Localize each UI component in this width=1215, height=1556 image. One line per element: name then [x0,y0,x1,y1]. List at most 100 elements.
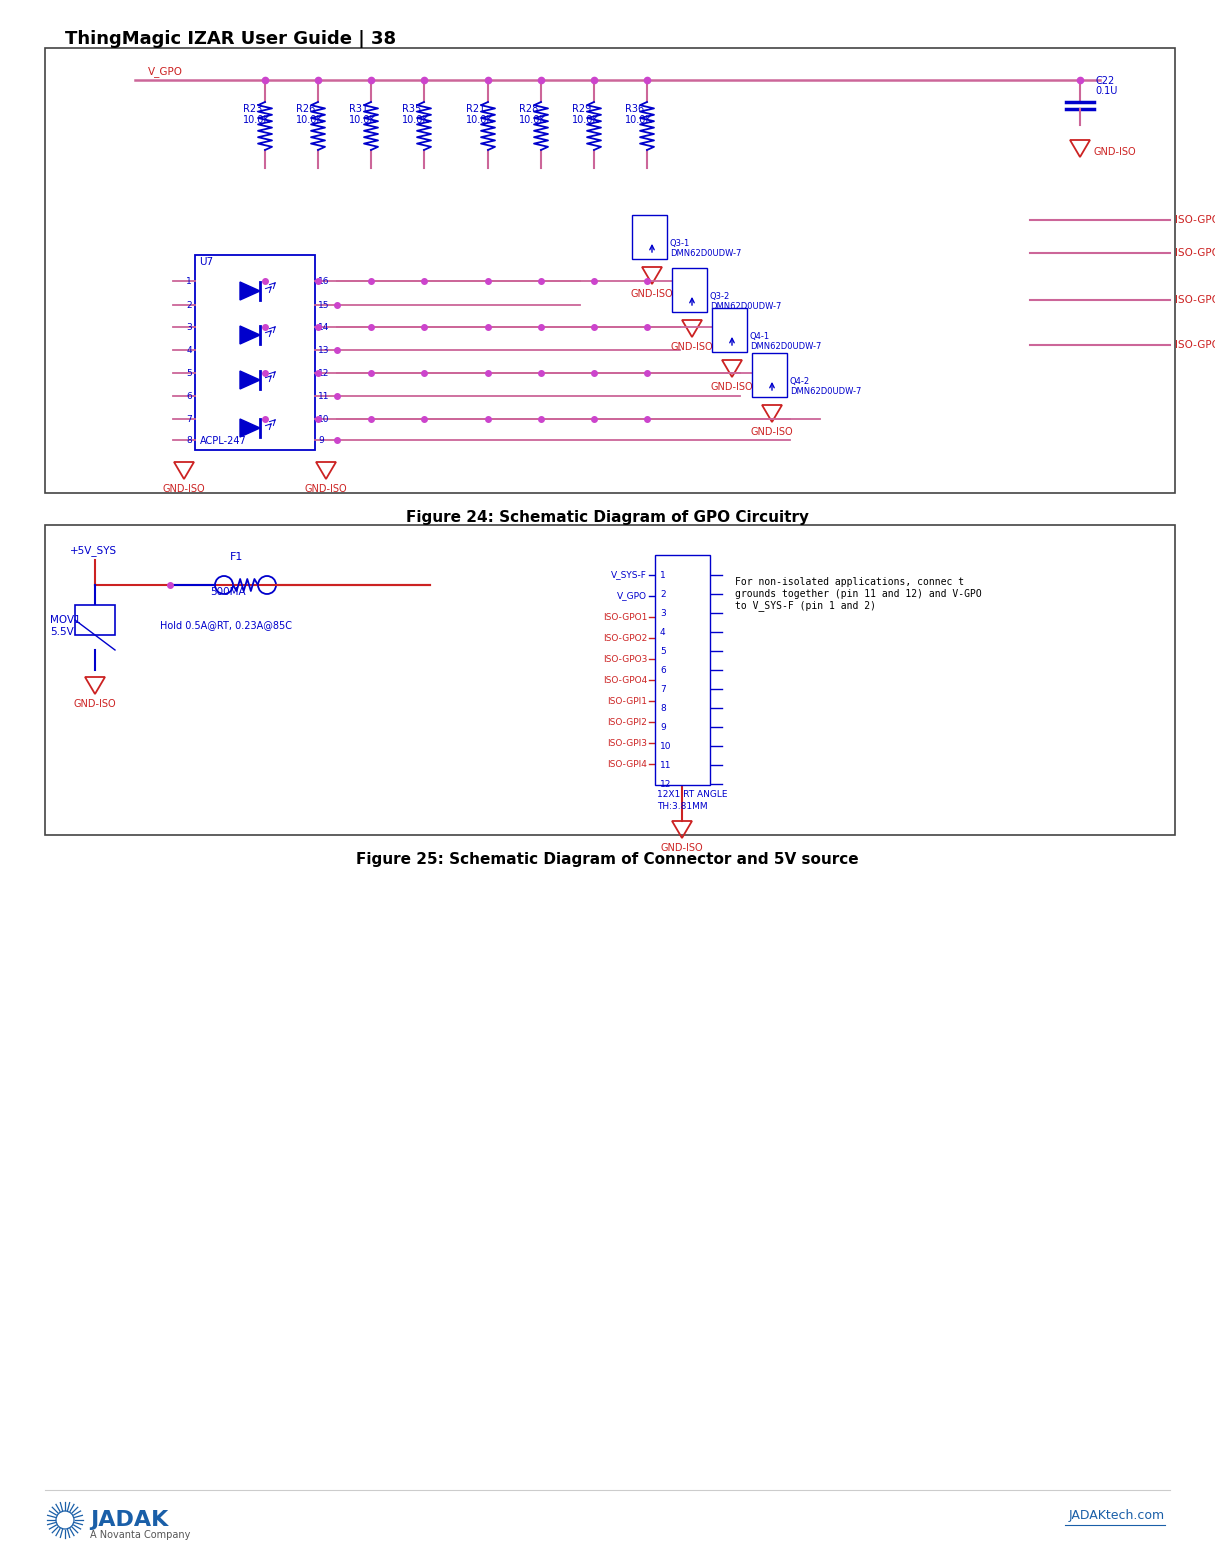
Text: 3: 3 [186,322,192,331]
Text: V_SYS-F: V_SYS-F [611,571,648,579]
Text: +5V_SYS: +5V_SYS [70,545,117,555]
Text: 10: 10 [318,414,329,423]
Text: ISO-GPO2: ISO-GPO2 [603,633,648,643]
Text: 12: 12 [318,369,329,378]
Text: Hold 0.5A@RT, 0.23A@85C: Hold 0.5A@RT, 0.23A@85C [160,619,292,630]
Text: GND-ISO: GND-ISO [751,426,793,437]
Text: R36: R36 [625,104,644,114]
Text: TH:3.81MM: TH:3.81MM [657,801,707,811]
Text: GND-ISO: GND-ISO [74,699,117,710]
Text: 8: 8 [660,703,666,713]
Text: MOV1: MOV1 [50,615,80,626]
Text: Q4-1
DMN62D0UDW-7: Q4-1 DMN62D0UDW-7 [750,331,821,352]
Text: R35: R35 [402,104,422,114]
Text: 12X1 RT ANGLE: 12X1 RT ANGLE [657,790,728,798]
Text: R31: R31 [349,104,368,114]
Polygon shape [241,327,260,344]
Text: Figure 24: Schematic Diagram of GPO Circuitry: Figure 24: Schematic Diagram of GPO Circ… [406,510,809,524]
Polygon shape [241,370,260,389]
Text: ISO-GPI3: ISO-GPI3 [608,739,648,747]
Text: ISO-GPO4: ISO-GPO4 [1175,215,1215,226]
Text: ISO-GPI2: ISO-GPI2 [608,717,648,727]
Text: 14: 14 [318,322,329,331]
Text: GND-ISO: GND-ISO [671,342,713,352]
Text: R23: R23 [243,104,262,114]
Text: 11: 11 [318,392,329,400]
Text: Q3-2
DMN62D0UDW-7: Q3-2 DMN62D0UDW-7 [710,293,781,311]
Text: 3: 3 [660,608,666,618]
Bar [45,524,1175,836]
Bar [672,268,707,313]
Text: ACPL-247: ACPL-247 [200,436,247,447]
Text: 0.1U: 0.1U [1095,86,1118,96]
Text: J7: J7 [677,555,688,565]
Text: ISO-GPI4: ISO-GPI4 [608,759,648,769]
Text: 13: 13 [318,345,329,355]
Text: ISO-GPI1: ISO-GPI1 [608,697,648,705]
Text: Q4-2
DMN62D0UDW-7: Q4-2 DMN62D0UDW-7 [790,377,861,397]
Text: GND-ISO: GND-ISO [1094,146,1136,157]
Text: 7: 7 [186,414,192,423]
Bar [752,353,787,397]
Text: 500MA: 500MA [210,587,245,598]
Bar [655,555,710,784]
Polygon shape [241,419,260,437]
Text: 10.0K: 10.0K [243,115,271,124]
Text: 6: 6 [660,666,666,674]
Text: 5: 5 [660,646,666,655]
Text: R21: R21 [467,104,485,114]
Text: ISO-GPO1: ISO-GPO1 [1175,341,1215,350]
Text: 7: 7 [660,685,666,694]
Bar [45,48,1175,493]
Polygon shape [241,282,260,300]
Text: 16: 16 [318,277,329,285]
Text: V_GPO: V_GPO [148,65,183,76]
Text: Q3-1
DMN62D0UDW-7: Q3-1 DMN62D0UDW-7 [669,240,741,258]
Text: 10.0K: 10.0K [296,115,323,124]
Text: 10.0K: 10.0K [402,115,430,124]
Text: C22: C22 [1095,76,1114,86]
Text: 10.0K: 10.0K [519,115,547,124]
Text: R29: R29 [572,104,592,114]
Text: V_GPO: V_GPO [617,591,648,601]
Text: 5: 5 [186,369,192,378]
Text: ISO-GPO3: ISO-GPO3 [1175,247,1215,258]
Text: 6: 6 [186,392,192,400]
Bar [75,605,115,635]
Text: A Novanta Company: A Novanta Company [90,1530,191,1540]
Text: 2: 2 [186,300,192,310]
Text: R26: R26 [296,104,315,114]
Text: 9: 9 [660,722,666,731]
Text: Figure 25: Schematic Diagram of Connector and 5V source: Figure 25: Schematic Diagram of Connecto… [356,853,859,867]
Text: 4: 4 [186,345,192,355]
Text: ISO-GPO1: ISO-GPO1 [603,613,648,621]
Text: JADAKtech.com: JADAKtech.com [1069,1509,1165,1522]
Text: 10.0K: 10.0K [467,115,493,124]
Bar [712,308,747,352]
Bar [632,215,667,258]
Text: ISO-GPO4: ISO-GPO4 [603,675,648,685]
Text: 4: 4 [660,627,666,636]
Text: F1: F1 [230,552,243,562]
Text: 10.0K: 10.0K [349,115,377,124]
Text: ISO-GPO2: ISO-GPO2 [1175,296,1215,305]
Text: 2: 2 [660,590,666,599]
Text: 1: 1 [660,571,666,579]
Text: JADAK: JADAK [90,1509,168,1530]
Text: GND-ISO: GND-ISO [631,289,673,299]
Text: 1: 1 [186,277,192,285]
Text: GND-ISO: GND-ISO [305,484,347,493]
Text: 8: 8 [186,436,192,445]
Text: 5.5V: 5.5V [50,627,74,636]
Text: ISO-GPO3: ISO-GPO3 [603,655,648,663]
Text: GND-ISO: GND-ISO [711,383,753,392]
Text: GND-ISO: GND-ISO [661,843,703,853]
Text: U7: U7 [199,257,213,268]
Bar [194,255,315,450]
Text: 11: 11 [660,761,672,770]
Text: ThingMagic IZAR User Guide | 38: ThingMagic IZAR User Guide | 38 [64,30,396,48]
Text: 10.0K: 10.0K [572,115,600,124]
Text: R28: R28 [519,104,538,114]
Text: For non-isolated applications, connec t
grounds together (pin 11 and 12) and V-G: For non-isolated applications, connec t … [735,577,982,612]
Text: 10.0K: 10.0K [625,115,652,124]
